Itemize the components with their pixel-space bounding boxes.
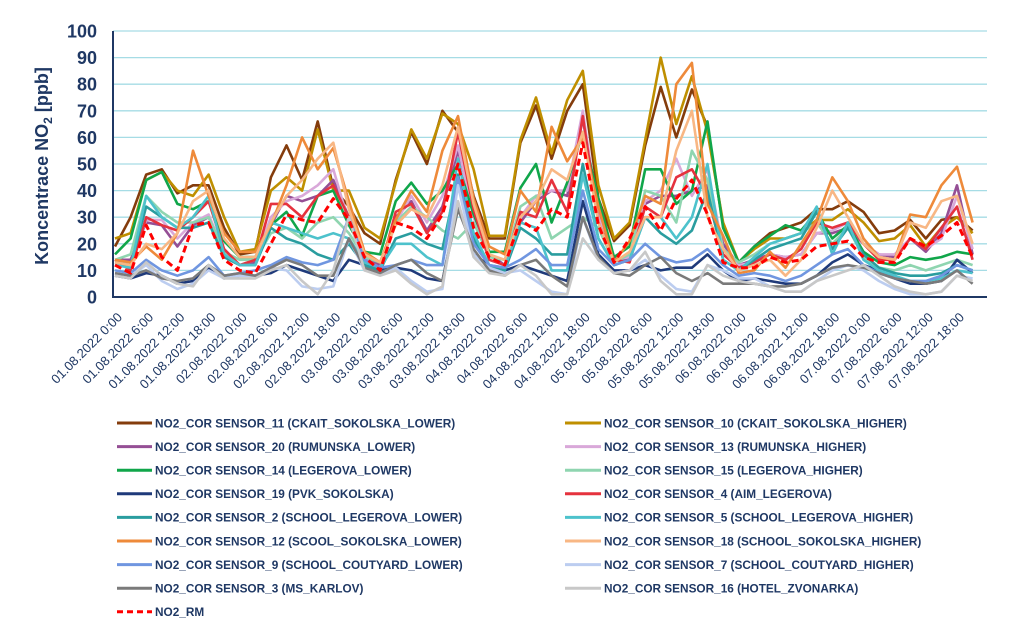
legend-label: NO2_COR SENSOR_13 (RUMUNSKA_HIGHER) [604, 440, 866, 454]
legend-label: NO2_RM [155, 605, 204, 619]
legend-label: NO2_COR SENSOR_7 (SCHOOL_COUTYARD_HIGHER… [604, 558, 914, 572]
legend-label: NO2_COR SENSOR_12 (SCOOL_SOKOLSKA_LOWER) [155, 534, 462, 548]
y-tick-label: 40 [77, 181, 97, 201]
y-tick-label: 70 [77, 101, 97, 121]
y-axis-title-unit: [ppb] [32, 67, 52, 117]
y-axis-ticks: 0 10 20 30 40 50 60 70 80 90 100 [67, 22, 97, 308]
legend-item-no2-cor-sensor-15-legerova-higher: NO2_COR SENSOR_15 (LEGEROVA_HIGHER) [565, 464, 863, 478]
legend-item-no2-cor-sensor-16-hotel-zvonarka: NO2_COR SENSOR_16 (HOTEL_ZVONARKA) [565, 582, 858, 596]
plot-series [113, 56, 974, 296]
legend-item-no2-cor-sensor-19-pvk-sokolska: NO2_COR SENSOR_19 (PVK_SOKOLSKA) [117, 487, 394, 501]
y-tick-label: 0 [87, 288, 97, 308]
legend: NO2_COR SENSOR_11 (CKAIT_SOKOLSKA_LOWER)… [117, 416, 921, 619]
y-tick-label: 100 [67, 22, 97, 42]
legend-label: NO2_COR SENSOR_14 (LEGEROVA_LOWER) [155, 464, 412, 478]
legend-label: NO2_COR SENSOR_16 (HOTEL_ZVONARKA) [604, 582, 858, 596]
legend-label: NO2_COR SENSOR_9 (SCHOOL_COUTYARD_LOWER) [155, 558, 463, 572]
legend-item-no2-cor-sensor-2-school-legerova-lower: NO2_COR SENSOR_2 (SCHOOL_LEGEROVA_LOWER) [117, 511, 462, 525]
y-axis-title: Koncentrace NO2 [ppb] [32, 67, 55, 265]
legend-item-no2-cor-sensor-11-ckait-sokolska-lower: NO2_COR SENSOR_11 (CKAIT_SOKOLSKA_LOWER) [117, 416, 455, 430]
legend-item-no2-cor-sensor-9-school-coutyard-lower: NO2_COR SENSOR_9 (SCHOOL_COUTYARD_LOWER) [117, 558, 463, 572]
legend-label: NO2_COR SENSOR_11 (CKAIT_SOKOLSKA_LOWER) [155, 416, 455, 430]
legend-item-no2-cor-sensor-7-school-coutyard-higher: NO2_COR SENSOR_7 (SCHOOL_COUTYARD_HIGHER… [565, 558, 914, 572]
series-line-no2-cor-sensor-3-ms-karlov [114, 207, 974, 288]
legend-label: NO2_COR SENSOR_20 (RUMUNSKA_LOWER) [155, 440, 415, 454]
legend-item-no2-cor-sensor-18-school-sokolska-higher: NO2_COR SENSOR_18 (SCHOOL_SOKOLSKA_HIGHE… [565, 534, 921, 548]
y-tick-label: 90 [77, 48, 97, 68]
legend-label: NO2_COR SENSOR_4 (AIM_LEGEROVA) [604, 487, 832, 501]
y-tick-label: 20 [77, 234, 97, 254]
legend-label: NO2_COR SENSOR_19 (PVK_SOKOLSKA) [155, 487, 394, 501]
y-tick-label: 60 [77, 128, 97, 148]
y-axis-title-subscript: 2 [41, 117, 55, 124]
legend-label: NO2_COR SENSOR_15 (LEGEROVA_HIGHER) [604, 464, 863, 478]
y-tick-label: 50 [77, 155, 97, 175]
legend-item-no2-cor-sensor-12-scool-sokolska-lower: NO2_COR SENSOR_12 (SCOOL_SOKOLSKA_LOWER) [117, 534, 462, 548]
legend-item-no2-cor-sensor-5-school-legerova-higher: NO2_COR SENSOR_5 (SCHOOL_LEGEROVA_HIGHER… [565, 511, 913, 525]
series-line-no2-cor-sensor-16-hotel-zvonarka [114, 199, 974, 296]
series-line-no2-cor-sensor-18-school-sokolska-higher [114, 109, 974, 278]
legend-item-no2-cor-sensor-20-rumunska-lower: NO2_COR SENSOR_20 (RUMUNSKA_LOWER) [117, 440, 415, 454]
legend-item-no2-cor-sensor-10-ckait-sokolska-higher: NO2_COR SENSOR_10 (CKAIT_SOKOLSKA_HIGHER… [565, 416, 907, 430]
y-tick-label: 30 [77, 208, 97, 228]
legend-item-no2-rm: NO2_RM [117, 605, 204, 619]
legend-label: NO2_COR SENSOR_18 (SCHOOL_SOKOLSKA_HIGHE… [604, 534, 921, 548]
legend-item-no2-cor-sensor-3-ms-karlov: NO2_COR SENSOR_3 (MS_KARLOV) [117, 582, 364, 596]
legend-label: NO2_COR SENSOR_3 (MS_KARLOV) [155, 582, 364, 596]
series-line-no2-cor-sensor-12-scool-sokolska-lower [114, 61, 974, 275]
y-axis-title-text: Koncentrace NO [32, 124, 52, 265]
legend-item-no2-cor-sensor-14-legerova-lower: NO2_COR SENSOR_14 (LEGEROVA_LOWER) [117, 464, 412, 478]
series-line-no2-rm [114, 141, 974, 275]
legend-label: NO2_COR SENSOR_2 (SCHOOL_LEGEROVA_LOWER) [155, 511, 462, 525]
series-line-no2-cor-sensor-10-ckait-sokolska-higher [114, 56, 974, 264]
legend-label: NO2_COR SENSOR_5 (SCHOOL_LEGEROVA_HIGHER… [604, 511, 913, 525]
legend-item-no2-cor-sensor-4-aim-legerova: NO2_COR SENSOR_4 (AIM_LEGEROVA) [565, 487, 832, 501]
y-tick-label: 10 [77, 261, 97, 281]
series-line-no2-cor-sensor-5-school-legerova-higher [114, 157, 973, 283]
y-tick-label: 80 [77, 75, 97, 95]
legend-item-no2-cor-sensor-13-rumunska-higher: NO2_COR SENSOR_13 (RUMUNSKA_HIGHER) [565, 440, 866, 454]
legend-label: NO2_COR SENSOR_10 (CKAIT_SOKOLSKA_HIGHER… [604, 416, 907, 430]
